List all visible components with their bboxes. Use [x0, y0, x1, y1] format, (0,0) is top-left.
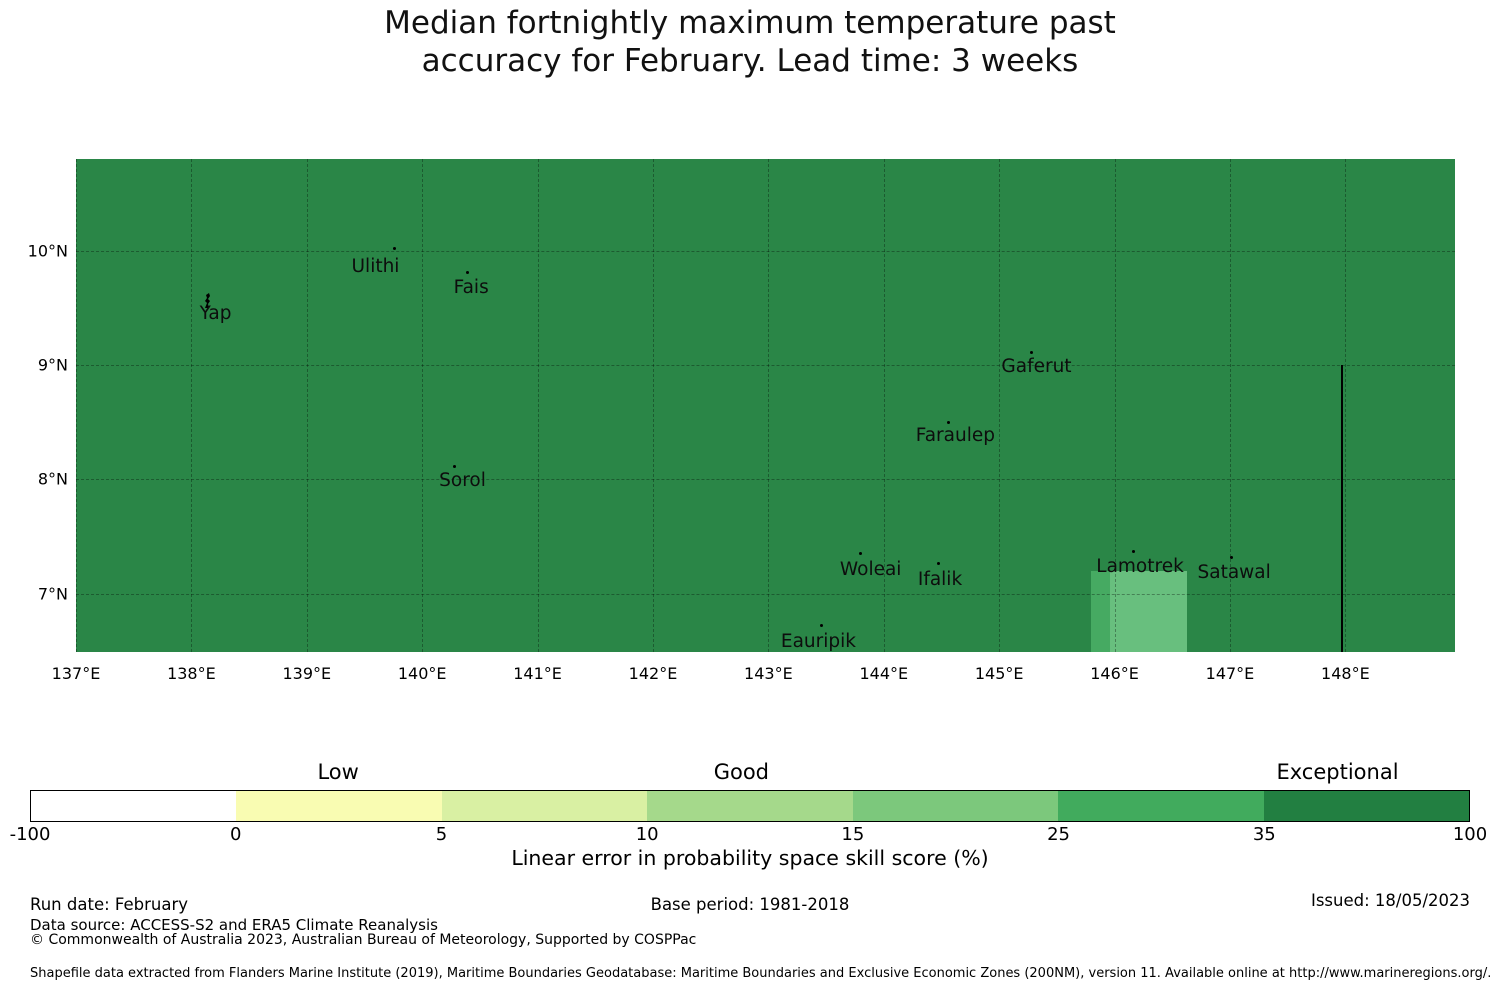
- skill-cell: [1091, 570, 1110, 652]
- colorbar-segment: [441, 791, 648, 821]
- copyright-text: © Commonwealth of Australia 2023, Austra…: [30, 932, 697, 948]
- grid-line-vertical: [422, 159, 424, 652]
- island-marker-dot: [946, 420, 950, 424]
- island-marker-dot: [1229, 555, 1233, 559]
- x-axis-tick-label: 143°E: [744, 664, 793, 683]
- colorbar-zone-label: Low: [317, 760, 359, 784]
- colorbar-zone-label: Exceptional: [1276, 760, 1399, 784]
- grid-line-vertical: [191, 159, 193, 652]
- y-axis-tick-label: 8°N: [37, 469, 68, 489]
- island-marker-dot: [392, 246, 396, 250]
- x-axis-tick-label: 139°E: [282, 664, 332, 683]
- colorbar-segment: [1058, 791, 1264, 821]
- y-axis-tick-label: 7°N: [37, 584, 68, 604]
- colorbar-tick-label: -100: [9, 824, 51, 845]
- island-label: Satawal: [1197, 562, 1271, 584]
- island-marker-dot: [453, 465, 456, 469]
- colorbar-tick-label: 25: [1047, 824, 1071, 845]
- island-label: Lamotrek: [1096, 556, 1184, 578]
- chart-title-line2: accuracy for February. Lead time: 3 week…: [421, 43, 1079, 79]
- colorbar-zone-label: Good: [713, 760, 770, 784]
- colorbar-segment: [647, 791, 853, 821]
- grid-line-horizontal: [76, 479, 1455, 481]
- grid-line-vertical: [1345, 159, 1347, 652]
- island-label: Sorol: [439, 469, 486, 491]
- x-axis-tick-label: 138°E: [167, 664, 216, 683]
- island-label: Eauripik: [780, 630, 856, 652]
- colorbar-segment: [1263, 791, 1469, 821]
- issued-date-text: Issued: 18/05/2023: [1310, 891, 1470, 910]
- island-marker-dot: [1029, 350, 1033, 354]
- skill-cell: [1109, 570, 1188, 652]
- grid-line-vertical: [883, 159, 885, 652]
- x-axis-tick-label: 142°E: [628, 664, 678, 683]
- island-label: Faraulep: [915, 425, 995, 447]
- x-axis-tick-label: 145°E: [974, 664, 1024, 683]
- island-marker-dot: [1131, 549, 1135, 553]
- island-label: Gaferut: [1001, 356, 1072, 378]
- island-label: Woleai: [839, 558, 902, 580]
- data-source-text: Data source: ACCESS-S2 and ERA5 Climate …: [30, 916, 438, 934]
- colorbar-tick-label: 5: [435, 824, 448, 845]
- shapefile-attribution-text: Shapefile data extracted from Flanders M…: [30, 966, 1492, 981]
- colorbar-tick-label: 10: [635, 824, 659, 845]
- colorbar-segment: [852, 791, 1059, 821]
- x-axis-tick-label: 141°E: [513, 664, 562, 683]
- island-marker-dot: [936, 562, 940, 566]
- island-label: Ifalik: [917, 568, 963, 590]
- grid-line-horizontal: [76, 593, 1455, 595]
- grid-line-vertical: [768, 159, 770, 652]
- grid-line-vertical: [306, 159, 308, 652]
- island-marker-dot: [859, 552, 863, 556]
- island-label: Yap: [199, 302, 232, 324]
- island-label: Fais: [453, 277, 489, 299]
- island-marker-dot: [819, 624, 823, 628]
- grid-line-vertical: [537, 159, 539, 652]
- run-date-text: Run date: February: [30, 895, 189, 914]
- y-axis-tick-label: 10°N: [27, 241, 68, 260]
- y-axis-tick-label: 9°N: [37, 355, 68, 375]
- colorbar: [30, 790, 1470, 822]
- colorbar-segment: [31, 791, 237, 821]
- x-axis-tick-label: 140°E: [397, 664, 447, 683]
- x-axis-tick-label: 137°E: [51, 664, 101, 683]
- grid-line-vertical: [652, 159, 654, 652]
- colorbar-tick-labels: -100 0 5 10 15 25 35 100: [10, 824, 1488, 846]
- colorbar-tick-label: 0: [229, 824, 242, 845]
- colorbar-axis-label: Linear error in probability space skill …: [511, 846, 989, 870]
- island-marker-dot: [465, 270, 469, 274]
- colorbar-tick-label: 15: [841, 824, 865, 845]
- grid-line-vertical: [1114, 159, 1116, 652]
- base-period-text: Base period: 1981-2018: [650, 895, 850, 914]
- grid-line-vertical: [76, 159, 77, 652]
- x-axis-tick-label: 147°E: [1205, 664, 1255, 683]
- eez-boundary-line: [1340, 364, 1343, 652]
- x-axis-tick-label: 144°E: [859, 664, 909, 683]
- colorbar-tick-label: 35: [1252, 824, 1276, 845]
- island-label: Ulithi: [351, 256, 400, 278]
- colorbar-zone-labels: Low Good Exceptional: [30, 760, 1470, 788]
- grid-line-vertical: [999, 159, 1001, 652]
- colorbar-tick-label: 100: [1452, 824, 1488, 845]
- x-axis-tick-label: 146°E: [1090, 664, 1139, 683]
- chart-title-line1: Median fortnightly maximum temperature p…: [384, 5, 1116, 41]
- x-axis-tick-label: 148°E: [1321, 664, 1370, 683]
- colorbar-segment: [236, 791, 442, 821]
- grid-line-horizontal: [76, 364, 1455, 366]
- grid-line-horizontal: [76, 250, 1455, 252]
- map-area: Yap Ulithi Fais Sorol Gaferut Faraulep Woleai I…: [76, 159, 1455, 652]
- island-outline-icon: [203, 292, 213, 309]
- grid-line-vertical: [1229, 159, 1231, 652]
